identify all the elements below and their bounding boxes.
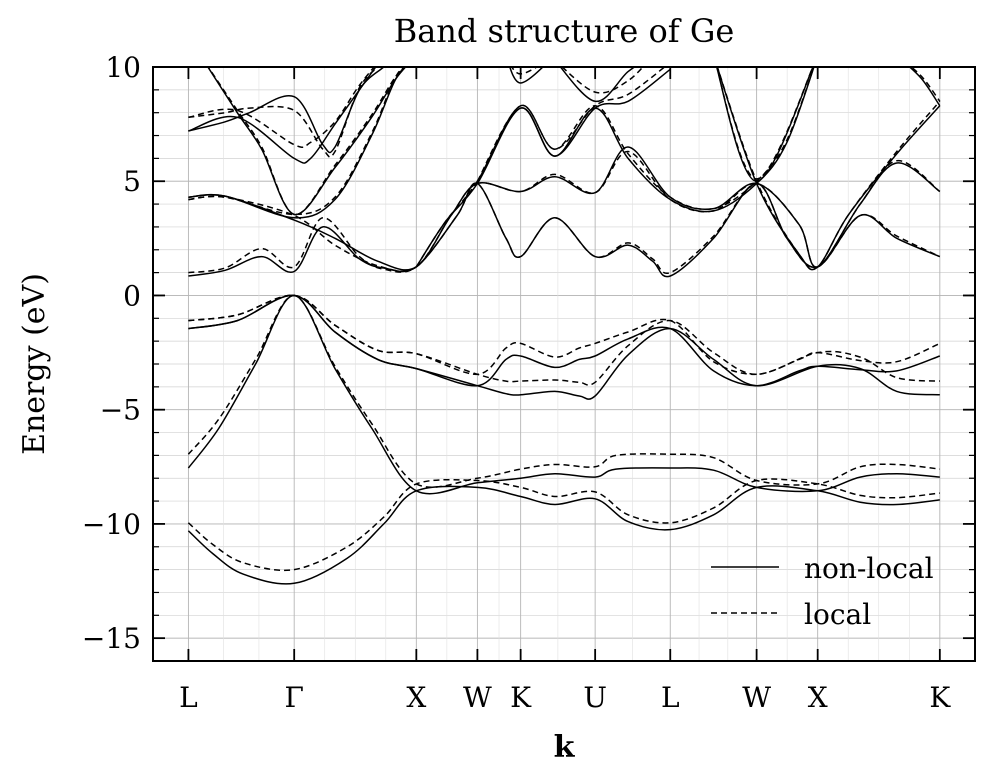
band-non-local-13 (559, 67, 636, 103)
grid-lines (153, 66, 975, 662)
x-tick-label: U (583, 681, 607, 714)
band-local-10 (415, 67, 815, 268)
plot-frame (152, 66, 976, 662)
legend-label-non-local: non-local (804, 552, 934, 585)
band-non-local-2 (188, 294, 940, 400)
y-tick-label: 10 (105, 51, 141, 84)
band-lines (187, 67, 941, 585)
legend-label-local: local (804, 598, 871, 631)
y-tick-label: 5 (123, 165, 141, 198)
band-local-7 (188, 67, 376, 149)
band-local-14 (716, 67, 941, 271)
axis-ticks (153, 66, 975, 662)
band-non-local-11 (476, 68, 671, 184)
x-tick-label: W (463, 681, 492, 714)
band-local-12 (510, 67, 539, 75)
y-tick-label: −5 (100, 394, 141, 427)
band-local-4 (188, 182, 941, 275)
chart-title: Band structure of Ge (394, 12, 735, 50)
x-tick-label: K (510, 681, 532, 714)
x-tick-label: K (929, 681, 951, 714)
legend: non-local local (711, 552, 934, 631)
band-local-5 (188, 150, 941, 272)
band-local-15 (716, 67, 814, 180)
band-local-3 (188, 294, 941, 376)
y-tick-label: 0 (123, 279, 141, 312)
x-tick-label: X (406, 681, 426, 714)
band-local-2 (188, 294, 940, 386)
x-tick-label: L (179, 681, 198, 714)
band-local-0 (187, 478, 940, 572)
y-tick-labels: 10 5 0 −5 −10 −15 (82, 51, 141, 655)
band-local-11 (476, 67, 666, 182)
band-non-local-9 (207, 67, 407, 216)
band-non-local-14 (716, 67, 941, 271)
band-local-13 (561, 67, 644, 94)
band-non-local-4 (188, 182, 941, 278)
band-local-1 (187, 294, 940, 488)
x-tick-label: X (808, 681, 828, 714)
y-tick-label: −15 (82, 622, 141, 655)
band-non-local-6 (188, 67, 406, 219)
band-non-local-5 (188, 146, 941, 271)
band-non-local-8 (188, 67, 385, 154)
band-non-local-16 (908, 67, 941, 107)
y-tick-label: −10 (82, 508, 141, 541)
y-axis-label: Energy (eV) (17, 273, 52, 455)
band-local-16 (910, 67, 941, 102)
x-axis-label: k (554, 730, 576, 765)
band-non-local-1 (187, 294, 940, 495)
band-non-local-12 (509, 67, 544, 84)
band-non-local-3 (188, 294, 941, 387)
band-local-9 (207, 67, 406, 216)
x-tick-label: W (742, 681, 771, 714)
x-tick-label: L (661, 681, 680, 714)
band-local-6 (188, 67, 404, 216)
x-tick-label: Γ (284, 681, 303, 714)
